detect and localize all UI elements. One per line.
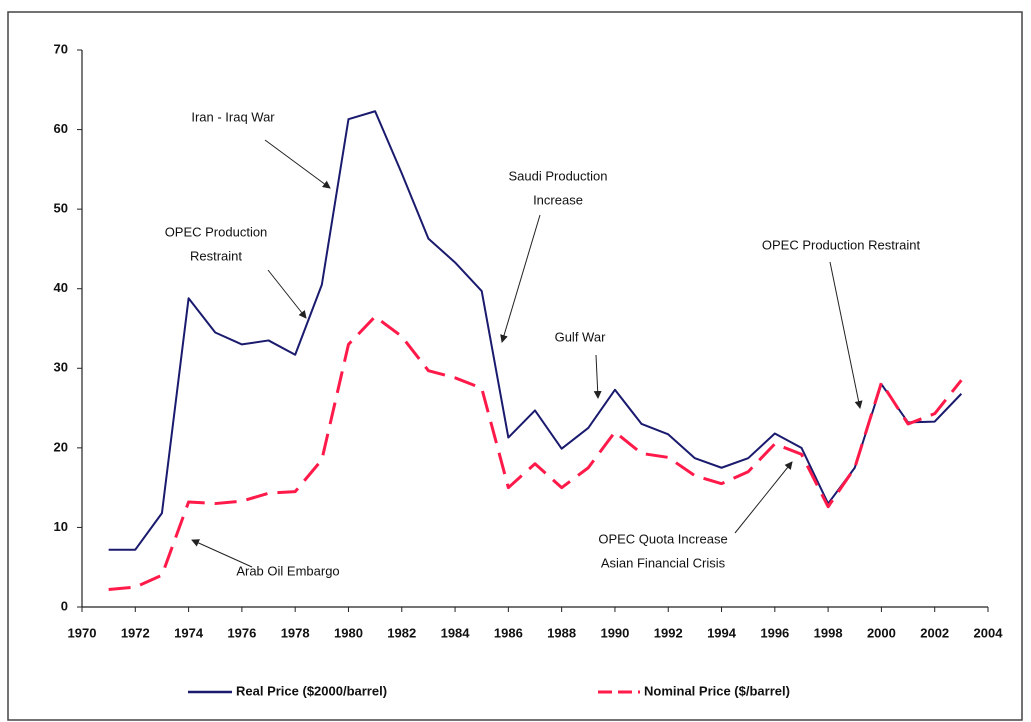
- y-tick-label: 20: [54, 439, 68, 454]
- x-tick-label: 1986: [494, 625, 523, 640]
- annotation-text: Restraint: [190, 248, 242, 263]
- x-tick-label: 1994: [707, 625, 737, 640]
- annotation-text: Increase: [533, 192, 583, 207]
- y-tick-label: 0: [61, 598, 68, 613]
- annotation-text: OPEC Production: [165, 224, 268, 239]
- x-tick-label: 2002: [920, 625, 949, 640]
- series-line: [108, 110, 963, 551]
- x-tick-label: 1970: [68, 625, 97, 640]
- annotation-text: Asian Financial Crisis: [601, 555, 726, 570]
- annotation-arrow: [593, 354, 602, 399]
- annotation-arrow: [734, 461, 793, 534]
- x-tick-label: 1972: [121, 625, 150, 640]
- annotation-text: Arab Oil Embargo: [236, 563, 339, 578]
- x-tick-label: 1998: [814, 625, 843, 640]
- x-tick-label: 1976: [227, 625, 256, 640]
- annotation-text: OPEC Production Restraint: [762, 237, 921, 252]
- annotation-arrow: [500, 214, 541, 343]
- annotation-arrow: [267, 269, 307, 319]
- y-tick-label: 70: [54, 41, 68, 56]
- x-tick-label: 1990: [600, 625, 629, 640]
- series-line: [108, 315, 963, 591]
- annotation-arrow: [191, 539, 253, 568]
- x-tick-label: 2004: [974, 625, 1004, 640]
- y-tick-label: 30: [54, 360, 68, 375]
- annotation-arrow: [829, 261, 863, 409]
- x-tick-label: 1996: [760, 625, 789, 640]
- x-tick-label: 1984: [441, 625, 471, 640]
- x-tick-label: 2000: [867, 625, 896, 640]
- chart-frame: [7, 11, 1023, 721]
- annotation-text: Iran - Iraq War: [191, 109, 275, 124]
- x-tick-label: 1974: [174, 625, 204, 640]
- x-tick-label: 1978: [281, 625, 310, 640]
- annotation-text: OPEC Quota Increase: [598, 531, 727, 546]
- x-tick-label: 1988: [547, 625, 576, 640]
- y-tick-label: 50: [54, 201, 68, 216]
- y-tick-label: 40: [54, 280, 68, 295]
- y-tick-label: 10: [54, 519, 68, 534]
- x-tick-label: 1980: [334, 625, 363, 640]
- annotation-text: Saudi Production: [508, 168, 607, 183]
- annotation-arrow: [264, 139, 331, 189]
- y-tick-label: 60: [54, 121, 68, 136]
- x-tick-label: 1992: [654, 625, 683, 640]
- x-tick-label: 1982: [387, 625, 416, 640]
- legend-label: Real Price ($2000/barrel): [236, 683, 387, 698]
- annotation-text: Gulf War: [555, 329, 606, 344]
- legend-label: Nominal Price ($/barrel): [644, 683, 790, 698]
